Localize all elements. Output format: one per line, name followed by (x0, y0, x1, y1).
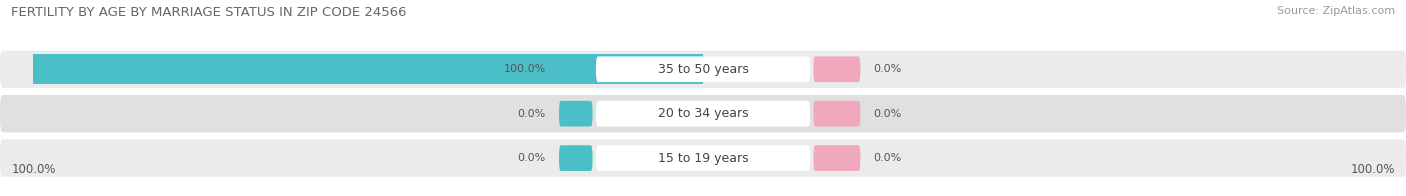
FancyBboxPatch shape (560, 56, 592, 82)
FancyBboxPatch shape (0, 51, 1406, 88)
Text: 20 to 34 years: 20 to 34 years (658, 107, 748, 120)
FancyBboxPatch shape (814, 145, 860, 171)
Text: 0.0%: 0.0% (873, 153, 903, 163)
FancyBboxPatch shape (596, 101, 810, 127)
Text: 0.0%: 0.0% (517, 109, 546, 119)
FancyBboxPatch shape (560, 145, 592, 171)
Text: Source: ZipAtlas.com: Source: ZipAtlas.com (1277, 6, 1395, 16)
FancyBboxPatch shape (0, 95, 1406, 132)
FancyBboxPatch shape (560, 101, 592, 127)
Text: 0.0%: 0.0% (873, 109, 903, 119)
Text: 100.0%: 100.0% (1350, 163, 1395, 176)
Text: 100.0%: 100.0% (11, 163, 56, 176)
FancyBboxPatch shape (596, 145, 810, 171)
Text: 0.0%: 0.0% (517, 153, 546, 163)
Text: 100.0%: 100.0% (503, 64, 546, 74)
Text: 15 to 19 years: 15 to 19 years (658, 152, 748, 165)
FancyBboxPatch shape (814, 56, 860, 82)
Text: FERTILITY BY AGE BY MARRIAGE STATUS IN ZIP CODE 24566: FERTILITY BY AGE BY MARRIAGE STATUS IN Z… (11, 6, 406, 19)
FancyBboxPatch shape (0, 139, 1406, 177)
Text: 35 to 50 years: 35 to 50 years (658, 63, 748, 76)
FancyBboxPatch shape (814, 101, 860, 127)
Text: 0.0%: 0.0% (873, 64, 903, 74)
Bar (34, 54, 703, 84)
FancyBboxPatch shape (596, 56, 810, 82)
